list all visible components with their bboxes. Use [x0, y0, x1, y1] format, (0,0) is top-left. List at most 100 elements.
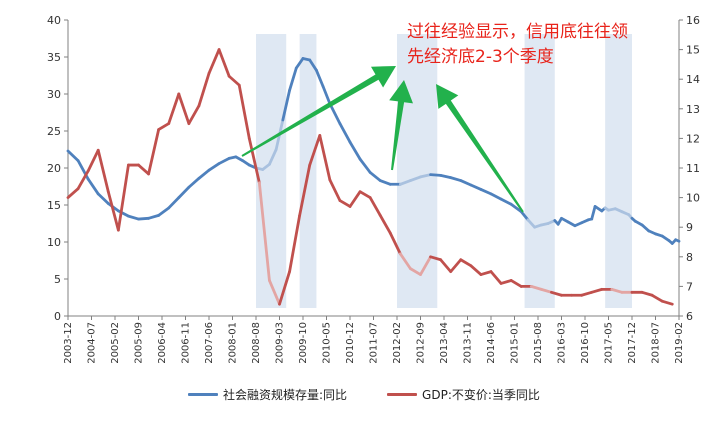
x-tick-label: 2010-05 — [322, 322, 333, 364]
arrow-to-annotation-1 — [241, 66, 396, 157]
gdp-line-segment — [86, 148, 100, 173]
tsf-line-segment — [479, 188, 493, 196]
chart-series — [66, 48, 681, 306]
tsf-line-segment — [499, 197, 513, 206]
gdp-line-segment — [409, 267, 422, 276]
left-tick-label: 40 — [47, 14, 61, 27]
left-tick-label: 10 — [47, 236, 61, 249]
left-tick-label: 20 — [47, 162, 61, 175]
gdp-line-segment — [610, 287, 624, 294]
tsf-line-segment — [674, 238, 681, 243]
x-tick-label: 2005-02 — [110, 322, 121, 364]
tsf-line-segment — [187, 176, 201, 189]
tsf-line-segment — [281, 88, 291, 122]
gdp-line-segment — [338, 199, 352, 208]
x-tick-label: 2008-01 — [228, 322, 239, 364]
gdp-line-segment — [590, 287, 604, 294]
gdp-line-segment — [76, 169, 90, 191]
tsf-line-segment — [489, 192, 503, 201]
right-tick-label: 15 — [686, 44, 700, 57]
gdp-line-segment — [247, 136, 261, 185]
right-tick-label: 11 — [686, 162, 700, 175]
shade-band-0 — [256, 34, 287, 308]
tsf-line-segment — [328, 102, 342, 125]
x-tick-label: 2013-11 — [463, 322, 474, 364]
tsf-line-segment — [429, 173, 443, 177]
annotation-line-1: 过往经验显示，信用底往往领 — [407, 22, 628, 42]
gdp-line-segment — [429, 255, 443, 262]
left-tick-label: 25 — [47, 125, 61, 138]
tsf-line-segment — [167, 196, 181, 210]
x-tick-label: 2012-02 — [392, 322, 403, 364]
right-tick-label: 14 — [686, 73, 700, 86]
tsf-line-segment — [147, 213, 161, 220]
tsf-line-segment — [590, 205, 597, 221]
gdp-line-segment — [96, 148, 110, 194]
gdp-line-segment — [358, 190, 372, 200]
right-tick-label: 9 — [686, 221, 693, 234]
gdp-line-segment — [550, 290, 563, 297]
left-tick-label: 30 — [47, 88, 61, 101]
gdp-line-segment — [257, 181, 271, 282]
gdp-line-segment — [439, 258, 453, 274]
gdp-line-segment — [388, 231, 402, 256]
tsf-line-segment — [207, 162, 221, 172]
x-tick-label: 2016-10 — [580, 322, 591, 364]
gdp-line-segment — [157, 122, 171, 131]
tsf-line-segment — [268, 148, 278, 166]
x-tick-label: 2015-01 — [510, 322, 521, 364]
tsf-line-segment — [459, 179, 473, 187]
shade-band-2 — [397, 34, 438, 308]
gdp-line-segment — [318, 134, 332, 182]
gdp-line-segment — [368, 196, 382, 217]
gdp-line-segment — [116, 163, 130, 232]
chart-axes: 0 5 10 15 20 25 30 35 40 6 7 8 9 10 11 12 13 14 15 16 2003-1… — [47, 14, 700, 364]
x-tick-label: 2008-08 — [251, 322, 262, 364]
left-tick-label: 5 — [54, 273, 61, 286]
arrow-to-annotation-3 — [436, 84, 524, 213]
left-tick-label: 0 — [54, 310, 61, 323]
gdp-line-segment — [288, 213, 302, 274]
gdp-line-segment — [449, 258, 463, 274]
tsf-line-segment — [449, 176, 463, 182]
gdp-line-segment — [378, 213, 392, 235]
gdp-line-segment — [66, 187, 80, 200]
x-tick-label: 2014-06 — [486, 322, 497, 364]
gdp-line-segment — [147, 128, 161, 176]
gdp-line-segment — [489, 270, 503, 285]
x-tick-label: 2009-03 — [275, 322, 286, 364]
tsf-line-segment — [321, 85, 332, 106]
x-tick-label: 2019-02 — [674, 322, 685, 364]
gdp-line-segment — [177, 92, 191, 125]
chart-legend: 社会融资规模存量:同比 GDP:不变价:当季同比 — [188, 386, 580, 403]
gdp-line-segment — [237, 83, 251, 140]
gdp-line-segment — [268, 279, 281, 306]
right-tick-label: 10 — [686, 192, 700, 205]
x-tick-label: 2007-06 — [204, 322, 215, 364]
gdp-line-segment — [298, 163, 312, 217]
gdp-line-segment — [419, 255, 432, 276]
x-tick-label: 2003-12 — [63, 322, 74, 364]
gdp-line-segment — [580, 290, 594, 297]
tsf-line-segment — [86, 177, 100, 196]
x-tick-label: 2004-07 — [87, 322, 98, 364]
legend-item-tsf: 社会融资规模存量:同比 — [188, 386, 347, 403]
x-tick-label: 2018-07 — [651, 322, 662, 364]
legend-swatch-tsf — [188, 393, 218, 396]
x-tick-label: 2006-11 — [181, 322, 192, 364]
tsf-line-segment — [526, 218, 537, 229]
tsf-line-segment — [358, 157, 372, 174]
right-tick-label: 8 — [686, 251, 693, 264]
gdp-line-segment — [197, 71, 211, 108]
tsf-line-segment — [294, 57, 305, 70]
chart-annotation: 过往经验显示，信用底往往领 先经济底2-3个季度 — [407, 20, 628, 70]
tsf-line-segment — [378, 179, 392, 186]
legend-item-gdp: GDP:不变价:当季同比 — [387, 386, 540, 403]
x-tick-label: 2010-12 — [345, 322, 356, 364]
x-tick-label: 2006-04 — [157, 322, 168, 364]
gdp-line-segment — [398, 252, 412, 271]
gdp-line-segment — [509, 279, 523, 288]
tsf-line-segment — [640, 223, 651, 233]
gdp-line-segment — [539, 287, 553, 294]
tsf-line-segment — [338, 122, 352, 144]
